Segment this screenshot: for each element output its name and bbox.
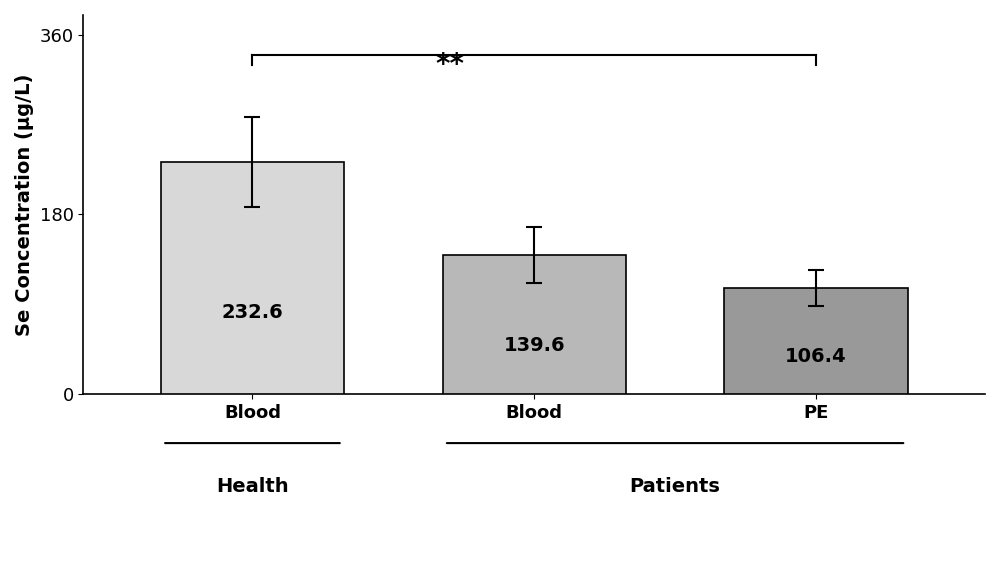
Bar bbox=[443, 255, 626, 394]
Text: **: ** bbox=[435, 51, 464, 79]
Text: 139.6: 139.6 bbox=[503, 336, 565, 355]
Text: 106.4: 106.4 bbox=[785, 347, 847, 366]
Text: 232.6: 232.6 bbox=[222, 303, 283, 322]
Bar bbox=[161, 162, 344, 394]
Bar bbox=[724, 288, 908, 394]
Text: Patients: Patients bbox=[630, 477, 721, 496]
Y-axis label: Se Concentration (μg/L): Se Concentration (μg/L) bbox=[15, 73, 34, 336]
Text: Health: Health bbox=[216, 477, 289, 496]
